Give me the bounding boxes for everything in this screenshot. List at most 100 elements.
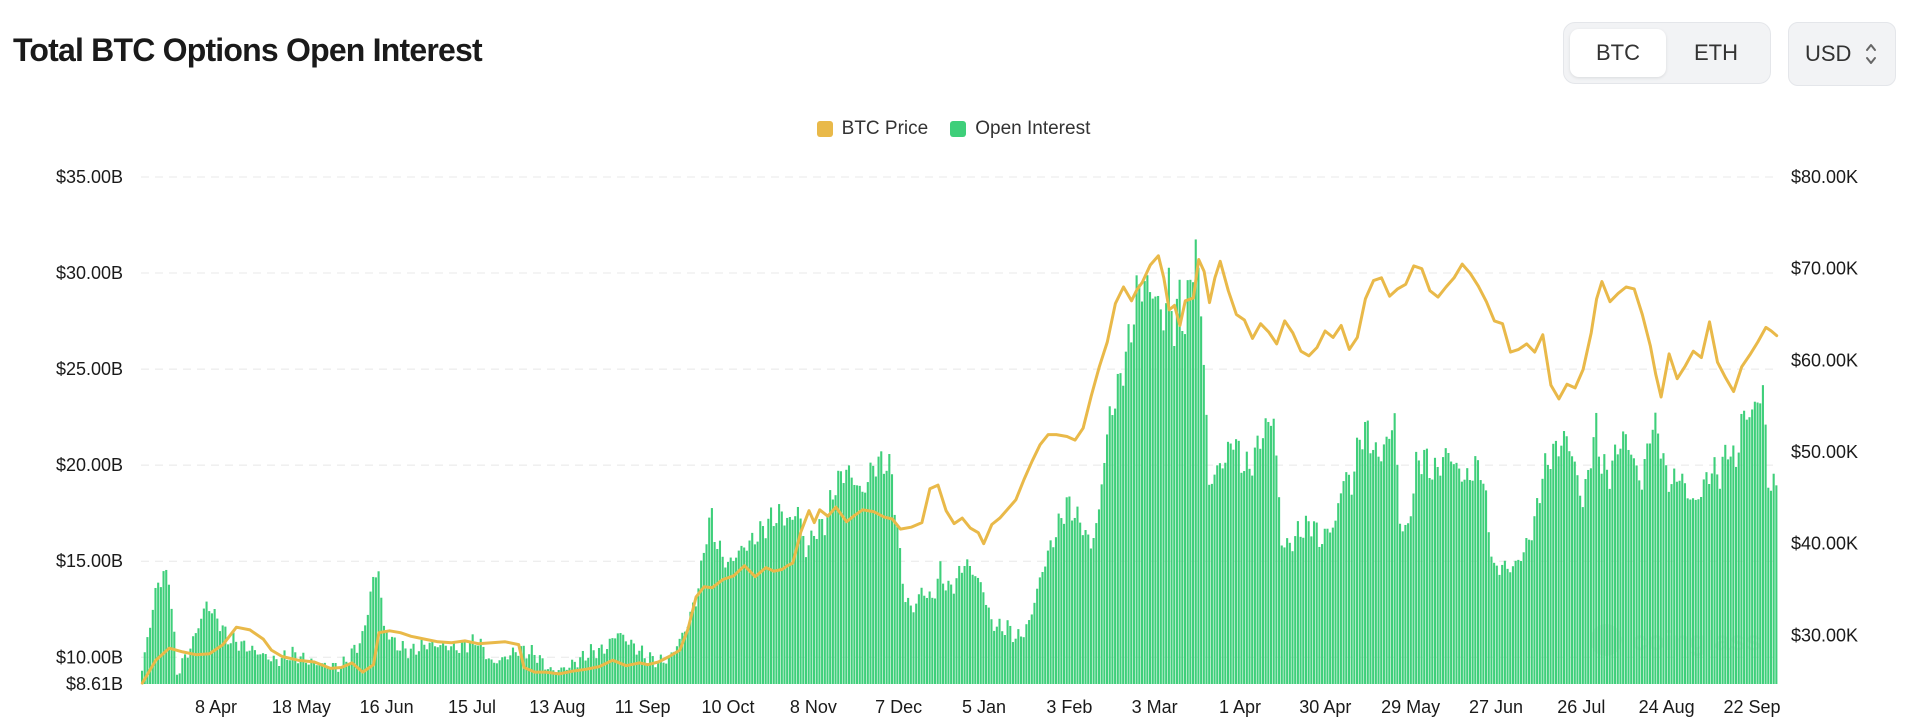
oi-bar (382, 625, 386, 684)
oi-bar (415, 654, 418, 684)
oi-bar (546, 669, 549, 684)
oi-bar (466, 652, 469, 684)
oi-bar (909, 605, 912, 684)
oi-bar (186, 657, 189, 684)
oi-bar (786, 517, 789, 684)
oi-bar (745, 550, 748, 684)
x-axis: 8 Apr 18 May 16 Jun 15 Jul 13 Aug 11 Sep 10 Oc… (195, 697, 1781, 717)
oi-bar (743, 547, 746, 684)
x-tick-label: 18 May (272, 697, 331, 717)
y-right-tick-label: $80.00K (1791, 167, 1858, 187)
oi-bar (1253, 447, 1256, 684)
currency-select[interactable]: USD (1788, 22, 1896, 86)
oi-bar (767, 518, 770, 684)
oi-bar (1390, 430, 1394, 684)
x-tick-label: 13 Aug (529, 697, 585, 717)
y-right-tick-label: $40.00K (1791, 534, 1858, 554)
oi-bar (1068, 496, 1071, 684)
oi-bar (302, 652, 305, 684)
oi-bar (240, 641, 243, 684)
oi-bar (1243, 471, 1246, 684)
oi-bar (955, 578, 958, 684)
oi-bar (1143, 281, 1146, 684)
oi-bar (1673, 468, 1676, 684)
oi-bar (1635, 465, 1638, 684)
tab-btc[interactable]: BTC (1570, 29, 1666, 77)
oi-bar (1173, 346, 1176, 684)
oi-bar (294, 652, 297, 684)
oi-bar (1581, 507, 1584, 684)
oi-bar (267, 659, 270, 684)
oi-bar (1033, 602, 1036, 684)
oi-bar (1105, 434, 1109, 684)
oi-bar (1697, 499, 1700, 684)
oi-bar (837, 470, 840, 684)
tab-eth[interactable]: ETH (1694, 40, 1738, 65)
oi-bar (1036, 588, 1039, 684)
oi-bar (826, 513, 829, 684)
oi-bar (899, 548, 902, 684)
oi-bar (533, 654, 536, 684)
oi-bar (1506, 568, 1509, 684)
oi-bar (1226, 441, 1230, 684)
oi-bar (1278, 497, 1281, 684)
oi-bar (974, 576, 977, 684)
oi-bar (286, 659, 289, 684)
oi-bar (748, 540, 751, 684)
oi-bar (1159, 309, 1162, 684)
oi-bar (802, 535, 805, 684)
oi-bar (1530, 540, 1533, 684)
oi-bar (1194, 239, 1197, 685)
oi-bar (310, 658, 313, 684)
oi-bar (372, 576, 375, 684)
y-left-tick-label: $25.00B (56, 359, 123, 379)
x-tick-label: 15 Jul (448, 697, 496, 717)
oi-bar (173, 631, 176, 684)
oi-bar (673, 651, 676, 684)
oi-bar (864, 492, 867, 684)
oi-bar (1691, 498, 1695, 684)
oi-bar (1546, 464, 1549, 684)
oi-bar (1170, 311, 1173, 684)
oi-bar (291, 646, 294, 684)
oi-bar (963, 566, 966, 684)
oi-bar (1296, 521, 1299, 684)
oi-bar (1372, 449, 1375, 684)
oi-bar (595, 658, 598, 684)
oi-bar (1071, 520, 1074, 684)
oi-bar (1132, 324, 1135, 684)
oi-bar (517, 655, 520, 684)
oi-bar (471, 634, 474, 684)
oi-bar (831, 499, 834, 684)
oi-bar (982, 592, 985, 684)
oi-bar (218, 631, 222, 684)
oi-bar (796, 506, 799, 684)
oi-bar (272, 655, 275, 684)
oi-bar (950, 584, 953, 684)
oi-bar (804, 557, 808, 684)
x-tick-label: 27 Jun (1469, 697, 1523, 717)
oi-bar (993, 630, 996, 684)
oi-bar (998, 618, 1001, 684)
oi-bar (175, 674, 179, 684)
oi-bar (1353, 471, 1356, 684)
x-tick-label: 5 Jan (962, 697, 1006, 717)
oi-bar (1769, 490, 1773, 684)
oi-bar (1514, 560, 1517, 684)
oi-bar (960, 572, 963, 684)
legend-open-interest[interactable]: Open Interest (950, 118, 1090, 140)
oi-bar (1423, 449, 1426, 684)
oi-bar (1726, 459, 1730, 684)
oi-bar (1648, 443, 1652, 684)
oi-bar (1412, 493, 1415, 684)
oi-bar (888, 454, 891, 684)
oi-bar (1643, 459, 1646, 684)
oi-bar (1748, 417, 1751, 684)
oi-bar (619, 633, 622, 684)
oi-bar (1718, 488, 1721, 684)
oi-bar (1337, 503, 1340, 684)
legend-btc-price[interactable]: BTC Price (816, 118, 928, 140)
oi-bar (1345, 472, 1348, 684)
oi-bar (1235, 439, 1238, 684)
